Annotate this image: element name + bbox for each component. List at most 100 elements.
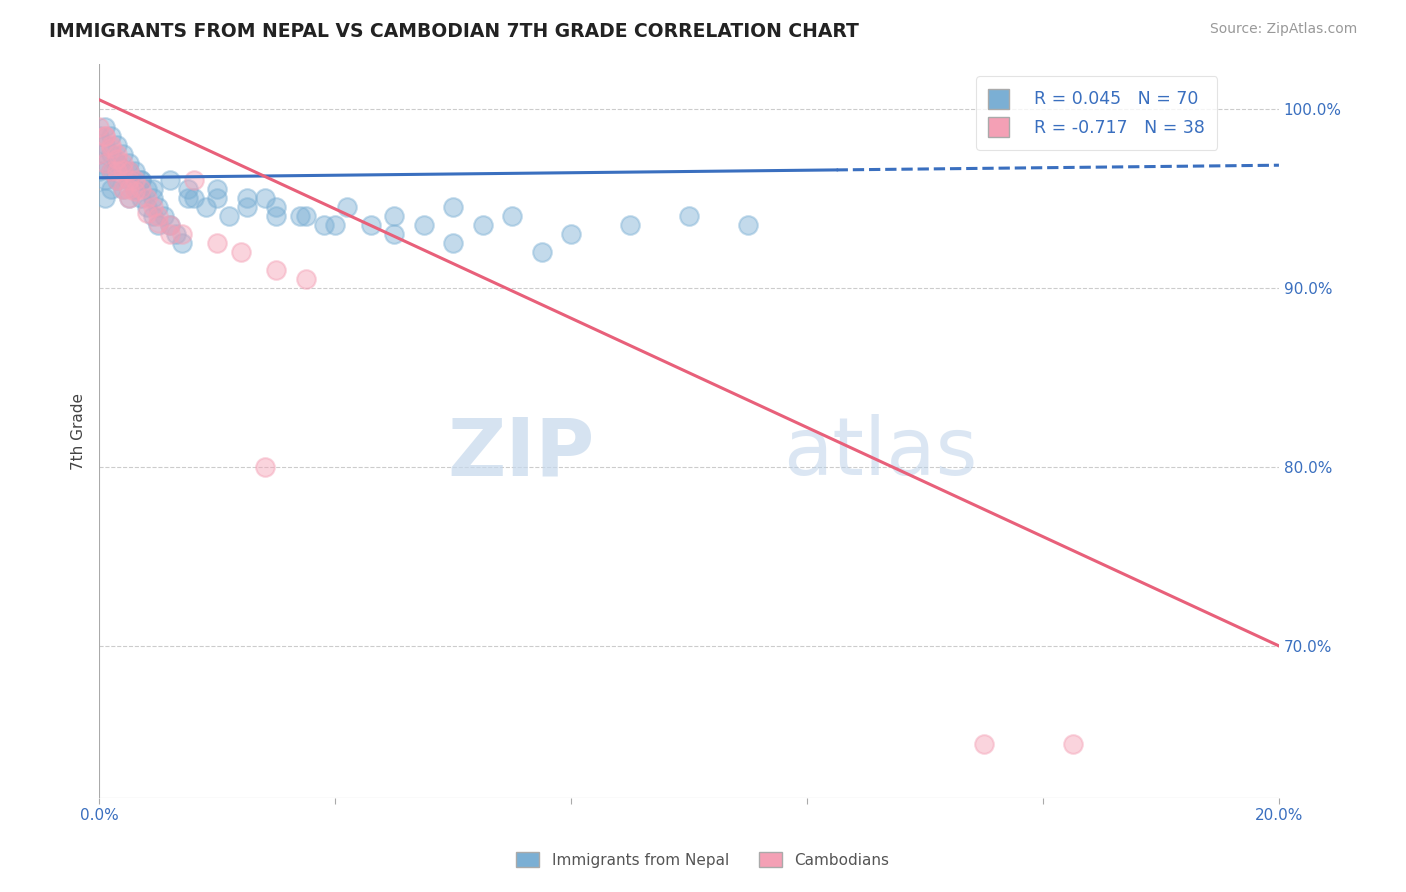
Point: [135, 200, 157, 214]
Point: [124, 184, 146, 198]
Point: [118, 164, 141, 178]
Point: [118, 191, 141, 205]
Point: [207, 191, 229, 205]
Point: [89, 146, 111, 161]
Point: [253, 191, 276, 205]
Point: [105, 173, 128, 187]
Point: [441, 236, 464, 251]
Point: [183, 173, 205, 187]
Point: [105, 152, 128, 166]
Point: [100, 137, 122, 152]
Point: [100, 146, 122, 161]
Text: Source: ZipAtlas.com: Source: ZipAtlas.com: [1209, 22, 1357, 37]
Point: [530, 245, 553, 260]
Point: [89, 128, 111, 143]
Point: [295, 209, 318, 223]
Point: [94, 137, 117, 152]
Point: [100, 141, 122, 155]
Point: [124, 173, 146, 187]
Legend: Immigrants from Nepal, Cambodians: Immigrants from Nepal, Cambodians: [510, 846, 896, 873]
Point: [159, 227, 181, 241]
Point: [111, 155, 134, 169]
Legend:   R = 0.045   N = 70,   R = -0.717   N = 38: R = 0.045 N = 70, R = -0.717 N = 38: [976, 77, 1218, 150]
Point: [129, 173, 152, 187]
Point: [194, 200, 217, 214]
Point: [105, 146, 128, 161]
Point: [170, 236, 193, 251]
Point: [118, 173, 141, 187]
Y-axis label: 7th Grade: 7th Grade: [72, 392, 86, 469]
Point: [336, 200, 359, 214]
Point: [135, 191, 157, 205]
Point: [170, 227, 193, 241]
Point: [148, 218, 170, 232]
Point: [1062, 737, 1084, 751]
Point: [360, 218, 382, 232]
Point: [236, 200, 259, 214]
Point: [619, 218, 641, 232]
Point: [382, 209, 405, 223]
Point: [94, 173, 117, 187]
Point: [105, 164, 128, 178]
Point: [312, 218, 335, 232]
Point: [560, 227, 582, 241]
Point: [94, 155, 117, 169]
Point: [105, 155, 128, 169]
Point: [229, 245, 252, 260]
Point: [266, 263, 288, 277]
Point: [141, 191, 163, 205]
Point: [124, 182, 146, 196]
Point: [118, 191, 141, 205]
Point: [382, 227, 405, 241]
Point: [266, 209, 288, 223]
Point: [325, 218, 347, 232]
Point: [135, 205, 157, 219]
Point: [501, 209, 523, 223]
Point: [89, 146, 111, 161]
Point: [159, 173, 181, 187]
Point: [111, 164, 134, 178]
Point: [153, 209, 176, 223]
Point: [135, 182, 157, 196]
Point: [118, 164, 141, 178]
Point: [183, 191, 205, 205]
Point: [118, 173, 141, 187]
Point: [129, 182, 152, 196]
Point: [94, 191, 117, 205]
Point: [105, 155, 128, 169]
Point: [100, 182, 122, 196]
Point: [471, 218, 494, 232]
Point: [94, 155, 117, 169]
Point: [159, 218, 181, 232]
Point: [177, 191, 200, 205]
Point: [94, 128, 117, 143]
Point: [141, 209, 163, 223]
Point: [148, 209, 170, 223]
Point: [89, 164, 111, 178]
Point: [295, 272, 318, 286]
Point: [973, 737, 995, 751]
Point: [118, 182, 141, 196]
Point: [207, 236, 229, 251]
Point: [441, 200, 464, 214]
Point: [165, 227, 187, 241]
Point: [129, 173, 152, 187]
Point: [89, 120, 111, 134]
Point: [288, 209, 311, 223]
Point: [141, 182, 163, 196]
Point: [100, 128, 122, 143]
Point: [678, 209, 700, 223]
Text: ZIP: ZIP: [447, 414, 595, 492]
Point: [94, 120, 117, 134]
Point: [253, 459, 276, 474]
Point: [207, 182, 229, 196]
Point: [236, 191, 259, 205]
Point: [124, 164, 146, 178]
Point: [111, 182, 134, 196]
Point: [100, 164, 122, 178]
Text: atlas: atlas: [783, 414, 979, 492]
Point: [148, 200, 170, 214]
Point: [111, 182, 134, 196]
Point: [177, 182, 200, 196]
Point: [141, 200, 163, 214]
